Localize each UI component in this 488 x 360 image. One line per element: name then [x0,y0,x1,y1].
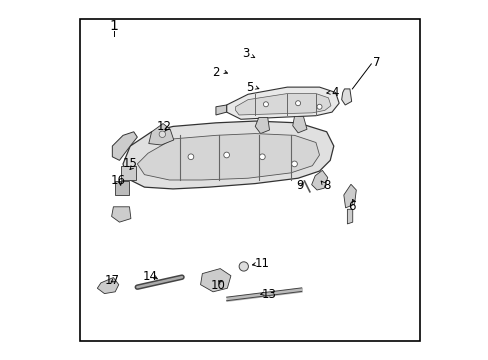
Text: 13: 13 [262,288,276,301]
Text: 12: 12 [156,120,171,133]
Polygon shape [200,269,230,292]
Circle shape [291,161,297,167]
Polygon shape [346,209,352,224]
Polygon shape [112,132,137,160]
Text: 6: 6 [347,200,355,213]
Text: 2: 2 [212,66,219,79]
Polygon shape [343,184,356,208]
Polygon shape [255,117,269,134]
Circle shape [239,262,248,271]
Text: 7: 7 [372,55,380,69]
Circle shape [316,104,322,109]
Polygon shape [111,207,131,222]
Polygon shape [123,121,333,189]
Circle shape [263,102,268,107]
Text: 17: 17 [104,274,120,287]
Text: 10: 10 [210,279,224,292]
Text: 4: 4 [331,86,339,99]
Text: 1: 1 [109,19,118,33]
Text: 3: 3 [242,47,249,60]
Text: 11: 11 [254,257,269,270]
Text: 8: 8 [322,179,330,192]
Circle shape [224,152,229,158]
Polygon shape [137,134,319,180]
Polygon shape [148,123,173,145]
Text: 16: 16 [110,174,125,186]
Polygon shape [216,105,226,115]
Text: 15: 15 [122,157,137,170]
Polygon shape [97,278,119,294]
Text: 14: 14 [142,270,157,283]
Polygon shape [311,170,327,190]
Polygon shape [226,87,339,119]
Circle shape [188,154,193,159]
Circle shape [259,154,264,159]
Polygon shape [341,89,351,105]
Polygon shape [235,94,330,115]
Bar [121,166,136,180]
Polygon shape [292,116,306,133]
Circle shape [295,101,300,106]
Text: 9: 9 [296,179,303,192]
Bar [115,181,128,195]
Circle shape [159,131,165,138]
Text: 5: 5 [245,81,253,94]
